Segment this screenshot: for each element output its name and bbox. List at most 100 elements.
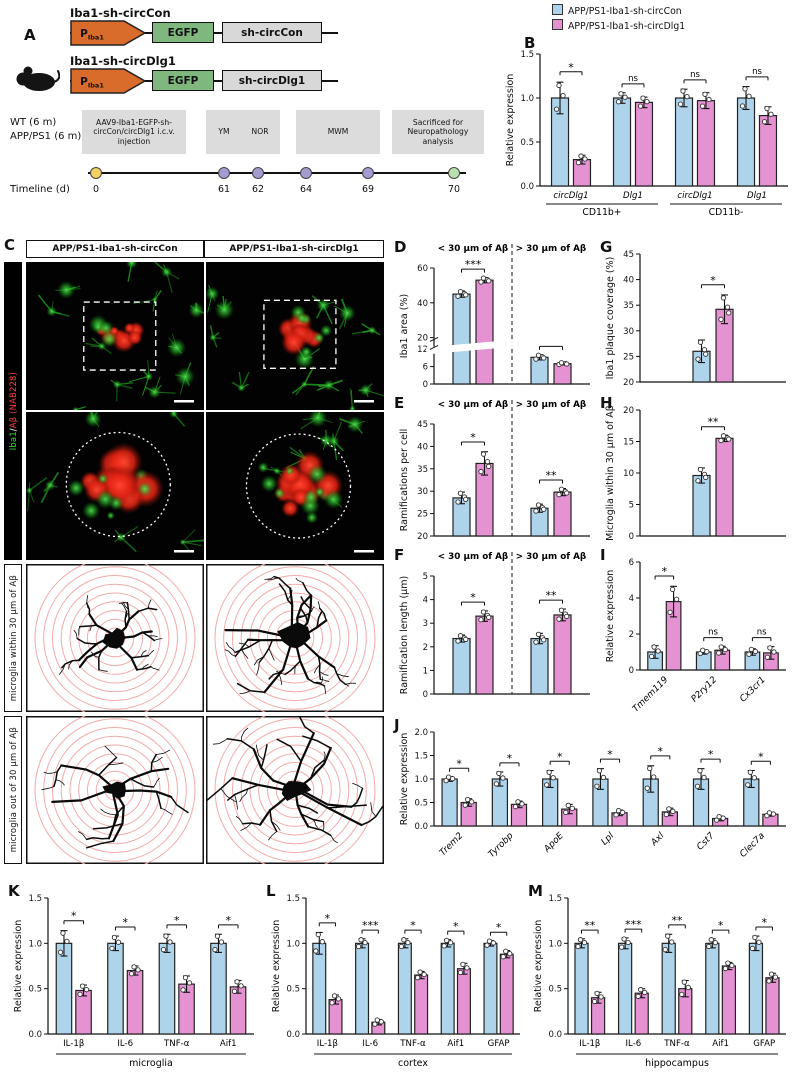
abeta-label: Aβ (NAB228)	[8, 371, 18, 429]
svg-text:1.5: 1.5	[286, 894, 300, 904]
panel-J-chart: 0.0 0.5 1.0 1.5 2.0 Relative expression Trem2 *…	[399, 728, 786, 860]
svg-text:**: **	[546, 589, 558, 602]
panel-B: B 0.0 0.5 1.0 1.5 Relative expression circDlg…	[500, 34, 792, 226]
svg-text:5: 5	[629, 501, 634, 511]
svg-text:0.5: 0.5	[28, 985, 42, 995]
mouse-icon	[16, 66, 60, 91]
svg-text:*: *	[708, 748, 714, 761]
panel-B-chart: 0.0 0.5 1.0 1.5 Relative expression circDlg1 *…	[505, 50, 788, 218]
svg-text:0.0: 0.0	[414, 822, 428, 832]
svg-text:1.0: 1.0	[548, 939, 562, 949]
svg-text:circDlg1: circDlg1	[553, 191, 588, 201]
svg-text:*: *	[758, 750, 764, 763]
svg-text:15: 15	[623, 438, 634, 448]
legend-swatch-circdlg1	[552, 19, 563, 30]
panel-A-letter: A	[24, 26, 36, 44]
svg-text:Clec7a: Clec7a	[738, 831, 767, 860]
label-separator: /	[8, 428, 18, 432]
subject-appps1: APP/PS1 (6 m)	[10, 131, 82, 142]
timeline-dot-day61	[218, 167, 230, 179]
svg-text:4: 4	[423, 596, 428, 606]
panel-C-letter: C	[4, 236, 16, 254]
event-nor: NOR	[240, 110, 280, 154]
panel-F: F 0 1 2 3 4 5 Ramification length (μm) * ** < 30 …	[394, 546, 594, 702]
svg-text:Aif1: Aif1	[447, 1039, 464, 1049]
svg-text:25: 25	[417, 510, 428, 520]
svg-text:TNF-α: TNF-α	[163, 1039, 190, 1049]
svg-text:Tyrobp: Tyrobp	[487, 831, 516, 860]
day-61: 61	[217, 184, 231, 195]
svg-text:*: *	[710, 274, 716, 287]
panel-L-letter: L	[266, 882, 276, 900]
svg-text:IL-6: IL-6	[117, 1039, 133, 1049]
svg-text:cortex: cortex	[398, 1058, 428, 1069]
svg-text:< 30 μm of Aβ: < 30 μm of Aβ	[438, 400, 508, 410]
panel-L-chart: 0.0 0.5 1.0 1.5 Relative expression IL-1β * IL-…	[271, 894, 520, 1069]
svg-text:Relative expression: Relative expression	[13, 920, 24, 1013]
svg-text:1: 1	[423, 666, 428, 676]
subject-labels: WT (6 m) APP/PS1 (6 m)	[10, 116, 81, 144]
svg-text:*: *	[662, 565, 668, 578]
panel-I-chart: 0 2 4 6 Relative expression Tmem119 * P2ry12 ns C…	[605, 558, 786, 715]
promoter-arrow-circcon: PIba1	[70, 20, 146, 46]
sholl-circcon-out	[26, 716, 204, 864]
svg-text:0.0: 0.0	[28, 1030, 42, 1040]
panel-K: K 0.0 0.5 1.0 1.5 Relative expression IL-1β * I…	[8, 882, 258, 1076]
svg-text:0: 0	[423, 380, 428, 390]
svg-text:PIba1: PIba1	[80, 28, 104, 42]
svg-text:*: *	[761, 916, 767, 929]
svg-text:1.0: 1.0	[520, 94, 534, 104]
sh-circcon-box: sh-circCon	[222, 22, 322, 43]
svg-text:CD11b+: CD11b+	[582, 207, 621, 218]
svg-text:Dlg1: Dlg1	[623, 191, 643, 201]
construct-circcon-title: Iba1-sh-circCon	[70, 6, 171, 20]
svg-text:GFAP: GFAP	[753, 1039, 775, 1049]
svg-text:10: 10	[623, 469, 634, 479]
svg-text:0: 0	[629, 666, 634, 676]
svg-text:IL-6: IL-6	[626, 1039, 642, 1049]
row-label-iba1-abeta: Iba1/Aβ (NAB228)	[4, 262, 22, 560]
panel-D-letter: D	[394, 238, 407, 256]
svg-text:*: *	[718, 919, 724, 932]
svg-text:microglia: microglia	[129, 1058, 173, 1069]
svg-text:Iba1 plaque coverage (%): Iba1 plaque coverage (%)	[605, 257, 616, 380]
column-header-circdlg1: APP/PS1-Iba1-sh-circDlg1	[204, 240, 384, 258]
svg-text:Relative expression: Relative expression	[399, 733, 410, 826]
panel-G-chart: 20 25 30 35 40 45 Iba1 plaque coverage (%) *	[605, 250, 786, 388]
svg-text:*: *	[496, 921, 502, 934]
svg-text:ns: ns	[752, 67, 762, 77]
svg-text:0.5: 0.5	[286, 985, 300, 995]
egfp-box-circcon: EGFP	[152, 22, 214, 43]
svg-text:40: 40	[417, 299, 428, 309]
svg-text:45: 45	[623, 250, 634, 260]
svg-text:Aif1: Aif1	[712, 1039, 729, 1049]
svg-text:2: 2	[423, 643, 428, 653]
svg-text:Aif1: Aif1	[220, 1039, 237, 1049]
svg-text:20: 20	[623, 378, 634, 388]
day-69: 69	[361, 184, 375, 195]
svg-text:IL-1β: IL-1β	[63, 1039, 84, 1049]
svg-text:0.5: 0.5	[520, 138, 534, 148]
svg-text:25: 25	[623, 352, 634, 362]
svg-text:**: **	[584, 919, 596, 932]
svg-text:40: 40	[417, 442, 428, 452]
svg-text:*: *	[470, 591, 476, 604]
subject-wt: WT (6 m)	[10, 117, 57, 128]
panel-E: E 20 25 30 35 40 45 Ramifications per cell * ** <…	[394, 394, 594, 544]
svg-text:ns: ns	[628, 74, 638, 84]
panel-K-chart: 0.0 0.5 1.0 1.5 Relative expression IL-1β * IL-…	[13, 894, 254, 1069]
svg-text:Tmem119: Tmem119	[631, 675, 671, 715]
egfp-box-circdlg1: EGFP	[152, 70, 214, 91]
svg-text:*: *	[453, 920, 459, 933]
svg-text:< 30 μm of Aβ: < 30 μm of Aβ	[438, 552, 508, 562]
construct-circdlg1-title: Iba1-sh-circDlg1	[70, 54, 176, 68]
svg-text:*: *	[325, 912, 331, 925]
panel-J: J 0.0 0.5 1.0 1.5 2.0 Relative expression Trem…	[394, 716, 790, 872]
svg-text:Axl: Axl	[649, 831, 667, 849]
legend-swatch-circcon	[552, 4, 563, 15]
svg-text:1.0: 1.0	[28, 939, 42, 949]
svg-text:Ramifications per cell: Ramifications per cell	[399, 429, 410, 531]
event-sacrifice: Sacrificed for Neuropathology analysis	[392, 110, 484, 154]
svg-text:0.0: 0.0	[286, 1030, 300, 1040]
svg-text:PIba1: PIba1	[80, 76, 104, 90]
